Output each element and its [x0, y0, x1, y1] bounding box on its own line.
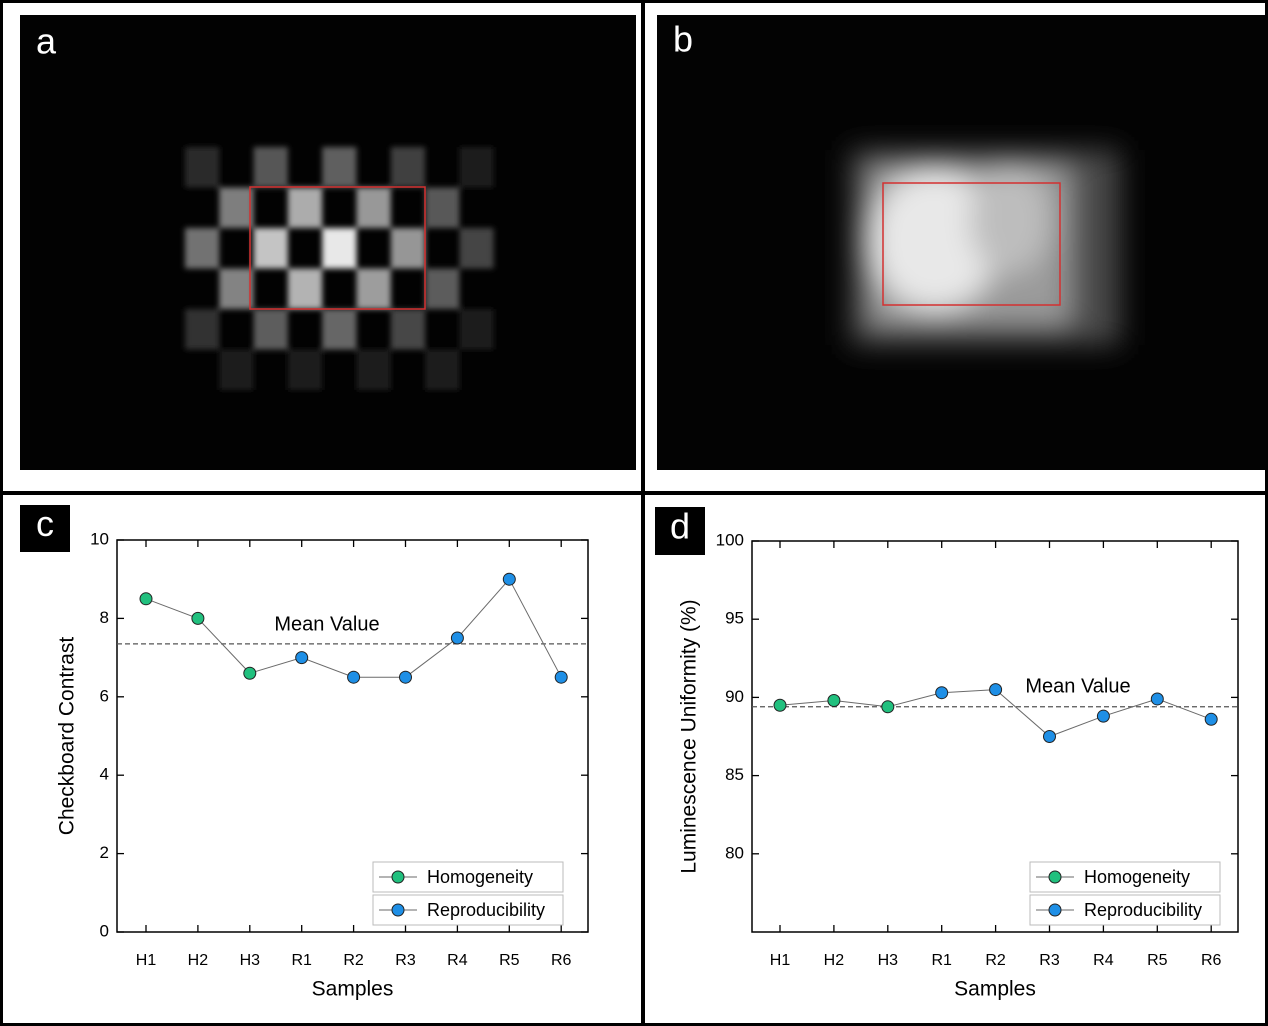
y-tick-label: 0	[100, 921, 109, 940]
checker-square	[185, 228, 219, 269]
checker-square	[357, 188, 391, 229]
panel-label: b	[673, 19, 693, 60]
data-point	[555, 671, 567, 683]
checker-square	[322, 147, 356, 188]
legend-marker	[1049, 871, 1061, 883]
checker-square	[459, 147, 493, 188]
checker-square	[459, 228, 493, 269]
x-tick-label: R4	[447, 952, 468, 969]
checker-square	[219, 350, 253, 391]
data-point	[140, 593, 152, 605]
data-point	[244, 667, 256, 679]
legend-label: Homogeneity	[1084, 867, 1190, 887]
luminescence-blob	[850, 150, 1120, 345]
checker-square	[391, 309, 425, 350]
checker-square	[459, 309, 493, 350]
checker-square	[322, 228, 356, 269]
checker-square	[288, 350, 322, 391]
x-tick-label: R4	[1093, 952, 1114, 969]
checker-square	[288, 188, 322, 229]
y-tick-label: 2	[100, 843, 109, 862]
y-axis-title: Luminescence Uniformity (%)	[678, 599, 701, 873]
x-tick-label: H1	[770, 952, 791, 969]
legend-marker	[392, 904, 404, 916]
x-tick-label: H3	[240, 952, 261, 969]
data-point	[882, 701, 894, 713]
y-tick-label: 4	[100, 765, 109, 784]
x-tick-label: H2	[188, 952, 209, 969]
panel-label: c	[36, 503, 54, 544]
legend-marker	[1049, 904, 1061, 916]
x-axis-title: Samples	[954, 978, 1036, 1001]
x-tick-label: H2	[824, 952, 845, 969]
checker-square	[254, 228, 288, 269]
checker-square	[219, 269, 253, 310]
checker-square	[219, 188, 253, 229]
panel-label: d	[670, 506, 690, 547]
data-point	[1151, 693, 1163, 705]
x-tick-label: R3	[395, 952, 416, 969]
data-point	[192, 612, 204, 624]
checker-square	[185, 309, 219, 350]
x-tick-label: R5	[499, 952, 520, 969]
checker-square	[322, 309, 356, 350]
image-b: b	[657, 15, 1268, 470]
legend-label: Reproducibility	[427, 900, 545, 920]
mean-label: Mean Value	[274, 613, 379, 635]
checker-square	[288, 269, 322, 310]
x-tick-label: R6	[551, 952, 572, 969]
y-tick-label: 90	[725, 687, 744, 706]
checker-square	[425, 188, 459, 229]
data-point	[774, 699, 786, 711]
data-point	[1097, 710, 1109, 722]
x-tick-label: R2	[343, 952, 364, 969]
y-tick-label: 85	[725, 765, 744, 784]
image-a: a	[20, 15, 636, 470]
x-tick-label: R1	[931, 952, 952, 969]
data-point	[990, 684, 1002, 696]
checker-square	[425, 350, 459, 391]
checker-square	[254, 147, 288, 188]
x-tick-label: R2	[985, 952, 1006, 969]
checker-square	[391, 147, 425, 188]
x-tick-label: R6	[1201, 952, 1222, 969]
x-tick-label: R1	[291, 952, 312, 969]
panel-label: a	[36, 21, 57, 62]
y-tick-label: 6	[100, 686, 109, 705]
x-axis-title: Samples	[312, 978, 394, 1001]
data-point	[503, 573, 515, 585]
checker-square	[357, 269, 391, 310]
x-tick-label: H1	[136, 952, 157, 969]
mean-label: Mean Value	[1025, 675, 1130, 697]
checker-square	[254, 309, 288, 350]
y-tick-label: 100	[716, 530, 744, 549]
checker-square	[357, 350, 391, 391]
data-point	[936, 687, 948, 699]
legend-label: Homogeneity	[427, 867, 533, 887]
checker-square	[185, 147, 219, 188]
data-point	[451, 632, 463, 644]
data-point	[296, 652, 308, 664]
x-tick-label: H3	[878, 952, 899, 969]
y-tick-label: 10	[90, 529, 109, 548]
figure: a b c 0 2 4 6 8 10 H1 H2 H3 R1 R2 R3 R4 R5 R6 Samples Che…	[0, 0, 1268, 1026]
y-axis-title: Checkboard Contrast	[56, 637, 79, 836]
x-tick-label: R5	[1147, 952, 1168, 969]
checker-square	[391, 228, 425, 269]
x-tick-label: R3	[1039, 952, 1060, 969]
data-point	[828, 695, 840, 707]
legend-label: Reproducibility	[1084, 900, 1202, 920]
data-point	[400, 671, 412, 683]
checker-square	[425, 269, 459, 310]
legend-marker	[392, 871, 404, 883]
data-point	[348, 671, 360, 683]
y-tick-label: 95	[725, 609, 744, 628]
data-point	[1044, 731, 1056, 743]
data-point	[1205, 713, 1217, 725]
y-tick-label: 8	[100, 608, 109, 627]
y-tick-label: 80	[725, 843, 744, 862]
